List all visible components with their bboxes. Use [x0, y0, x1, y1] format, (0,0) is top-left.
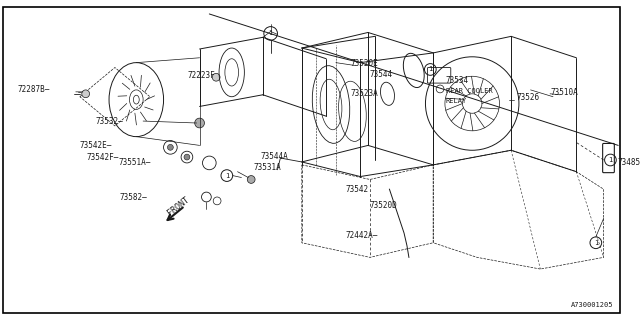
Circle shape [195, 118, 204, 128]
Text: 1: 1 [608, 157, 612, 163]
Circle shape [184, 154, 190, 160]
Text: 72287B—: 72287B— [17, 85, 50, 94]
Text: 72223F: 72223F [188, 71, 216, 80]
Text: 73544A: 73544A [261, 152, 289, 161]
Text: A730001205: A730001205 [571, 302, 613, 308]
Text: 73510A: 73510A [550, 88, 578, 97]
Text: 73520D: 73520D [370, 201, 397, 210]
Text: 73532—: 73532— [95, 116, 123, 125]
Text: 73542F—: 73542F— [86, 153, 119, 162]
Text: 73542E—: 73542E— [80, 141, 112, 150]
Text: 1: 1 [269, 30, 273, 36]
Text: 73582—: 73582— [120, 194, 147, 203]
Text: 73542: 73542 [346, 185, 369, 194]
Text: 73544: 73544 [370, 70, 393, 79]
Circle shape [168, 144, 173, 150]
Text: 1: 1 [428, 67, 433, 72]
Circle shape [247, 176, 255, 183]
Circle shape [212, 73, 220, 81]
Text: 73523A: 73523A [351, 89, 378, 98]
Text: FRONT: FRONT [166, 195, 191, 217]
Text: 72442A—: 72442A— [346, 231, 378, 240]
Text: 73551A—: 73551A— [119, 158, 151, 167]
Text: 1: 1 [225, 172, 229, 179]
Text: 73520E: 73520E [351, 59, 378, 68]
Text: 73485: 73485 [617, 158, 640, 167]
Text: 73534: 73534 [446, 76, 469, 85]
Text: RELAY: RELAY [446, 98, 467, 104]
Text: 73526: 73526 [516, 93, 539, 102]
Text: REAR COOLER: REAR COOLER [446, 88, 493, 94]
Text: 1: 1 [594, 240, 598, 246]
Text: 73531A: 73531A [253, 163, 281, 172]
Circle shape [82, 90, 90, 98]
